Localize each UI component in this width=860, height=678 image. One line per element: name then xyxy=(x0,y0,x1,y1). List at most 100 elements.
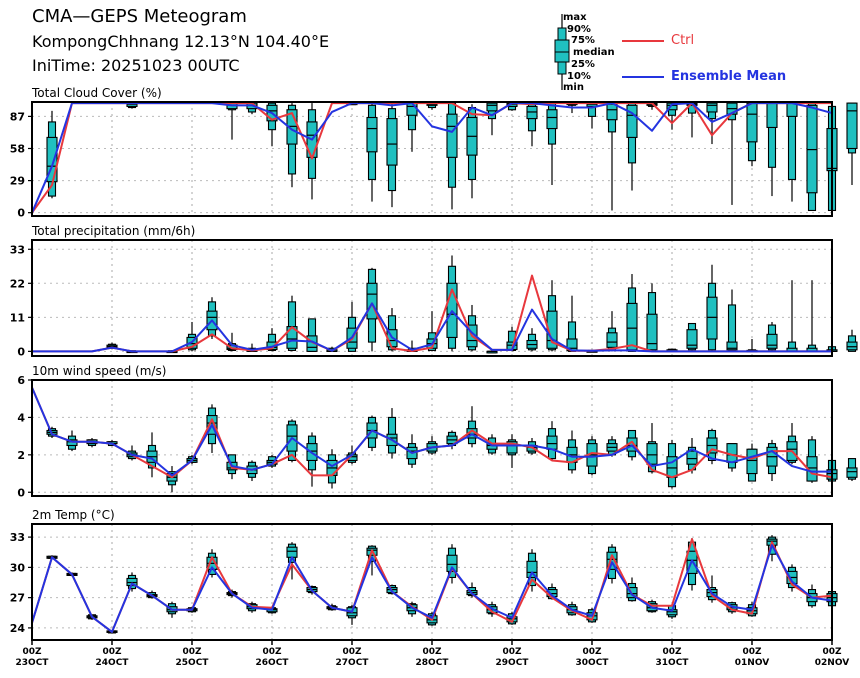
box-inner xyxy=(606,332,618,348)
box-plot xyxy=(706,264,718,352)
box-plot xyxy=(786,102,798,202)
box-inner xyxy=(526,560,538,579)
legend-p10: 10% xyxy=(567,71,591,82)
init-time-label: IniTime: 20251023 00UTC xyxy=(32,56,240,75)
y-tick-label: 33 xyxy=(10,531,25,544)
box-plot xyxy=(806,280,818,352)
box-plot xyxy=(566,295,578,352)
legend-max: max xyxy=(563,12,587,23)
box-plot xyxy=(726,289,738,352)
box-inner xyxy=(406,102,418,116)
box-plot xyxy=(486,102,498,136)
box-plot xyxy=(846,458,858,482)
legend-mean-line xyxy=(622,76,664,78)
x-tick-label-time: 00Z xyxy=(22,647,42,657)
x-tick-label-date: 23OCT xyxy=(16,658,50,668)
box-plot xyxy=(346,604,358,625)
panel-frame xyxy=(31,379,833,497)
box-plot xyxy=(686,438,698,474)
x-tick-label-time: 00Z xyxy=(102,647,122,657)
panel-title: 10m wind speed (m/s) xyxy=(32,364,166,378)
box-plot xyxy=(726,443,738,472)
panel-1: Total Cloud Cover (%) 0 29 58 87 xyxy=(10,86,858,220)
box-inner xyxy=(846,467,858,478)
box-inner xyxy=(446,113,458,158)
box-plot xyxy=(766,102,778,197)
panel-3: 10m wind speed (m/s) 0 2 4 6 xyxy=(17,364,858,499)
box-plot xyxy=(746,443,758,482)
y-tick-label: 2 xyxy=(17,449,25,462)
box-plot xyxy=(666,604,678,619)
box-inner xyxy=(386,118,398,166)
box-plot xyxy=(446,255,458,352)
box-inner xyxy=(766,333,778,349)
box-inner xyxy=(506,441,518,454)
box-plot xyxy=(706,102,718,145)
box-plot xyxy=(526,549,538,592)
box-plot xyxy=(606,102,618,211)
box-plot xyxy=(206,297,218,339)
x-tick-label-date: 01NOV xyxy=(735,658,769,668)
y-tick-label: 24 xyxy=(10,622,26,635)
box-plot xyxy=(746,338,758,353)
box-plot xyxy=(666,102,678,130)
box-inner xyxy=(706,102,718,113)
box-plot xyxy=(386,103,398,208)
box-plot xyxy=(846,102,858,186)
y-tick-label: 33 xyxy=(10,243,25,256)
box-inner xyxy=(546,310,558,349)
box-plot xyxy=(786,280,798,352)
box-inner xyxy=(766,102,778,129)
box-plot xyxy=(286,103,298,188)
box-plot xyxy=(526,328,538,352)
legend-p75: 75% xyxy=(571,35,595,46)
y-tick-label: 11 xyxy=(10,311,25,324)
box-plot xyxy=(766,439,778,482)
box-plot xyxy=(746,102,758,167)
box-plot xyxy=(466,104,478,199)
panel-title: 2m Temp (°C) xyxy=(32,508,115,522)
panel-title: Total Cloud Cover (%) xyxy=(31,86,162,100)
box-plot xyxy=(286,542,298,580)
legend-min: min xyxy=(563,82,584,93)
box-inner xyxy=(846,341,858,351)
x-tick-label-date: 24OCT xyxy=(96,658,130,668)
box-plot xyxy=(526,102,538,147)
box-plot xyxy=(266,102,278,147)
y-tick-label: 58 xyxy=(10,142,25,155)
x-tick-label-date: 30OCT xyxy=(576,658,610,668)
x-tick-label-time: 00Z xyxy=(182,647,202,657)
x-tick-label-time: 00Z xyxy=(662,647,682,657)
box-inner xyxy=(746,102,758,143)
legend-ctrl-label: Ctrl xyxy=(671,33,695,48)
box-inner xyxy=(646,313,658,351)
box-plot xyxy=(546,102,558,186)
box-plot xyxy=(146,432,158,478)
box-plot xyxy=(306,318,318,352)
y-tick-label: 30 xyxy=(10,561,26,574)
panel-title: Total precipitation (mm/6h) xyxy=(31,224,195,238)
box-inner xyxy=(446,554,458,572)
ensemble-mean-line xyxy=(31,387,832,477)
box-inner xyxy=(646,443,658,465)
box-plot xyxy=(446,544,458,584)
box-plot xyxy=(226,102,238,140)
box-inner xyxy=(606,103,618,121)
panel-frame xyxy=(31,101,833,217)
box-plot xyxy=(666,439,678,489)
x-tick-label-time: 00Z xyxy=(502,647,522,657)
box-inner xyxy=(846,102,858,150)
x-tick-label-time: 00Z xyxy=(342,647,362,657)
box-inner xyxy=(546,109,558,130)
box-inner xyxy=(666,102,678,111)
box-inner xyxy=(546,435,558,450)
box-plot xyxy=(166,466,178,493)
box-plot xyxy=(286,295,298,352)
box-plot xyxy=(646,423,658,474)
location-label: KompongChhnang 12.13°N 104.40°E xyxy=(32,32,330,51)
box-plot xyxy=(846,329,858,352)
box-inner xyxy=(726,341,738,351)
x-tick-label-time: 00Z xyxy=(422,647,442,657)
box-plot xyxy=(566,430,578,474)
y-tick-label: 0 xyxy=(17,345,25,358)
